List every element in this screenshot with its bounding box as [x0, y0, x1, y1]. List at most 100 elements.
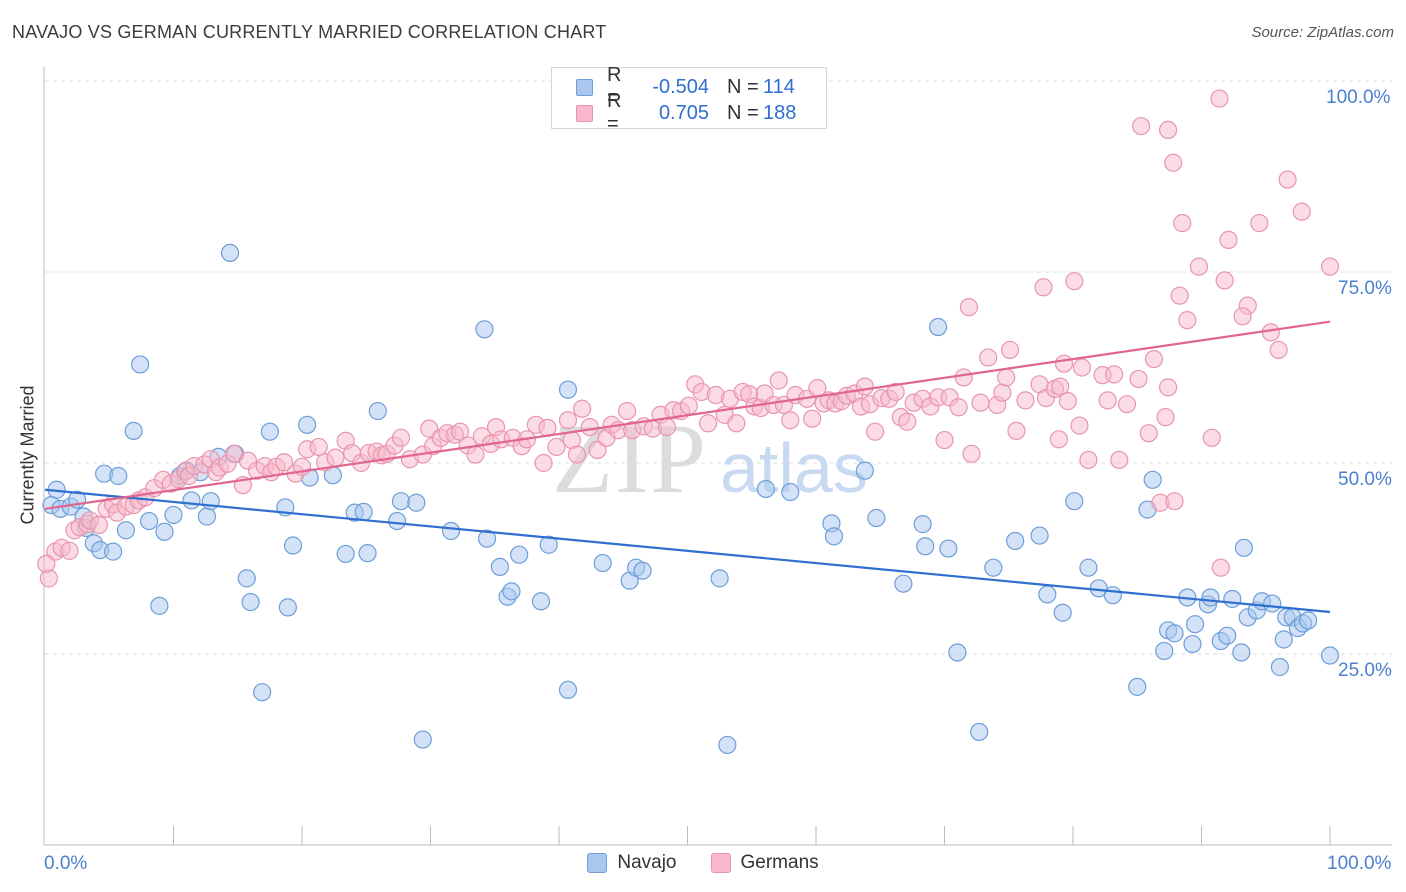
- navajo-point-58: [593, 553, 612, 573]
- legend-n-value: 188: [763, 101, 797, 124]
- german-point-3: [60, 541, 79, 560]
- german-point-180: [1292, 202, 1311, 221]
- german-point-179: [1278, 170, 1297, 189]
- german-point-160: [1129, 369, 1148, 389]
- german-point-135: [971, 393, 990, 412]
- german-trend-line: [44, 320, 1331, 510]
- y-axis-label: Currently Married: [17, 385, 38, 525]
- german-point-149: [1054, 354, 1074, 373]
- navajo-point-62: [710, 569, 729, 588]
- navajo-point-56: [558, 380, 578, 399]
- navajo-point-74: [939, 539, 958, 558]
- german-point-168: [1170, 286, 1189, 305]
- navajo-point-112: [1299, 611, 1318, 630]
- navajo-point-38: [336, 544, 355, 564]
- navajo-point-53: [510, 545, 529, 564]
- navajo-point-64: [756, 479, 775, 499]
- navajo-point-54: [531, 592, 551, 611]
- german-point-167: [1165, 492, 1184, 511]
- navajo-point-49: [477, 529, 497, 548]
- navajo-point-80: [1038, 585, 1057, 604]
- german-point-148: [1051, 377, 1070, 396]
- german-point-158: [1110, 450, 1129, 470]
- navajo-point-45: [407, 493, 426, 512]
- navajo-point-13: [124, 421, 143, 441]
- legend-item-germans: Germans: [710, 852, 819, 874]
- y-tick-label-100: 100.0%: [1326, 87, 1391, 108]
- german-point-131: [949, 398, 968, 417]
- navajo-point-67: [824, 527, 844, 546]
- navajo-point-106: [1270, 657, 1289, 677]
- german-point-178: [1269, 340, 1288, 360]
- navajo-point-107: [1274, 630, 1293, 649]
- x-tick-label-100: 100.0%: [1327, 853, 1392, 874]
- german-point-187: [1233, 307, 1252, 326]
- navajo-point-91: [1165, 624, 1184, 643]
- navajo-point-70: [894, 574, 913, 593]
- navajo-point-61: [633, 561, 652, 580]
- german-point-182: [37, 554, 56, 573]
- german-point-8: [89, 515, 109, 534]
- navajo-point-88: [1143, 470, 1162, 489]
- navajo-point-98: [1218, 626, 1237, 645]
- german-point-41: [326, 448, 345, 467]
- navajo-point-68: [855, 461, 874, 480]
- german-point-105: [781, 411, 800, 430]
- german-point-181: [1320, 257, 1340, 276]
- navajo-point-100: [1232, 643, 1251, 662]
- navajo-point-17: [155, 522, 174, 541]
- german-point-50: [391, 428, 411, 447]
- german-point-71: [547, 437, 566, 457]
- navajo-point-89: [1155, 641, 1174, 661]
- german-point-76: [580, 417, 599, 437]
- navajo-point-55: [539, 535, 558, 554]
- german-point-165: [1158, 378, 1178, 397]
- german-point-150: [1058, 392, 1077, 411]
- legend-n-label: N =: [727, 101, 759, 124]
- german-point-77: [588, 440, 607, 460]
- navajo-point-43: [387, 511, 407, 531]
- german-point-89: [679, 396, 698, 415]
- german-point-92: [698, 414, 718, 433]
- german-point-151: [1065, 272, 1084, 291]
- german-point-140: [1000, 340, 1020, 360]
- german-point-129: [935, 430, 954, 450]
- german-point-184: [1158, 120, 1178, 139]
- navajo-point-23: [197, 507, 217, 526]
- german-point-132: [954, 368, 973, 387]
- navajo-point-105: [1263, 594, 1282, 613]
- navajo-point-71: [913, 515, 932, 534]
- german-point-161: [1139, 424, 1158, 443]
- legend-r-value: 0.705: [658, 101, 709, 124]
- german-point-142: [1016, 391, 1035, 410]
- navajo-point-15: [139, 511, 159, 531]
- german-point-166: [1164, 153, 1183, 172]
- german-point-176: [1250, 214, 1269, 233]
- x-tick-label-0: 0.0%: [44, 853, 88, 874]
- legend-r-label: R =: [607, 64, 622, 109]
- german-point-74: [567, 445, 587, 464]
- german-point-164: [1156, 408, 1175, 427]
- navajo-point-81: [1053, 603, 1072, 622]
- navajo-points: [42, 243, 1340, 755]
- german-point-156: [1098, 391, 1117, 410]
- grid-lines: [45, 80, 1392, 655]
- navajo-point-26: [220, 243, 240, 262]
- german-point-172: [1211, 558, 1230, 577]
- navajo-point-21: [182, 491, 201, 510]
- navajo-point-18: [164, 505, 183, 525]
- trend-lines: [44, 320, 1331, 614]
- german-point-173: [1215, 271, 1234, 290]
- legend-swatch-germans: [576, 104, 593, 122]
- legend-n-label: N =: [727, 75, 759, 98]
- navajo-point-16: [150, 596, 169, 615]
- navajo-point-93: [1183, 634, 1202, 654]
- german-point-117: [855, 377, 874, 396]
- legend-swatch-navajo: [576, 78, 593, 96]
- legend-row-navajo: R = -0.504 N = 114: [552, 64, 803, 109]
- navajo-point-69: [867, 508, 886, 528]
- legend-label-navajo: Navajo: [617, 852, 677, 873]
- axes: [43, 67, 1392, 846]
- german-point-170: [1189, 257, 1209, 276]
- navajo-point-75: [948, 643, 967, 662]
